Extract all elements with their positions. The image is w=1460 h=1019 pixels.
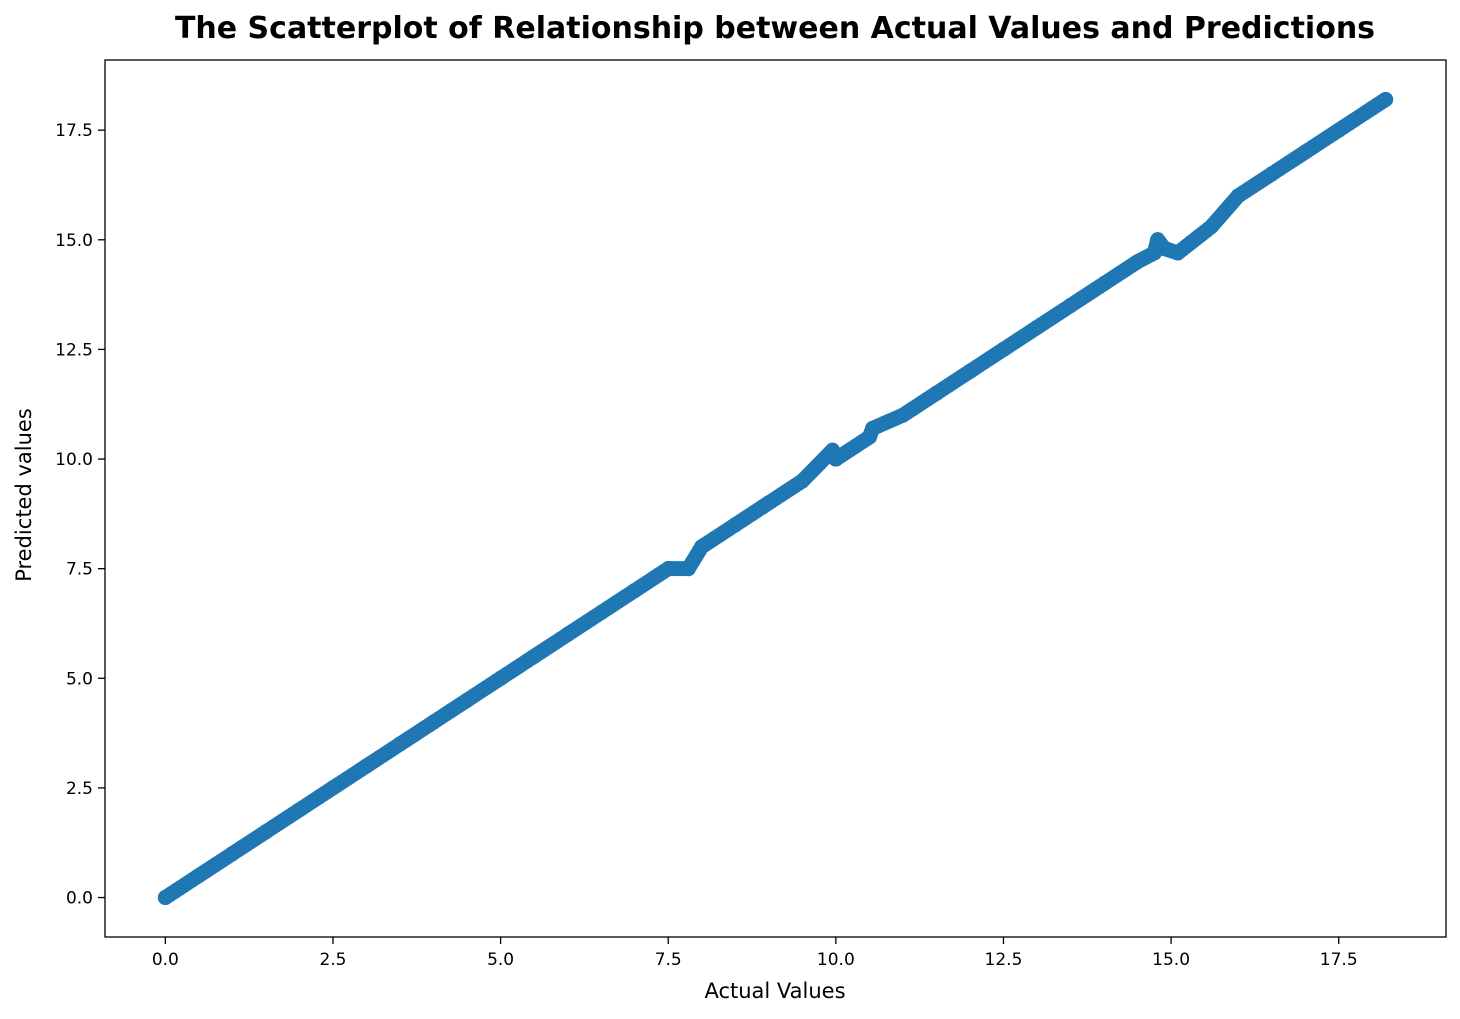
scatter-point [493, 670, 509, 686]
y-tick-label: 7.5 [66, 560, 93, 580]
plot-frame [104, 59, 1447, 938]
scatter-point [1264, 166, 1280, 182]
x-tick-label: 0.0 [152, 950, 179, 970]
scatter-point [1331, 122, 1347, 138]
scatter-point [426, 714, 442, 730]
scatter-point [359, 758, 374, 774]
scatter-point [1130, 254, 1146, 270]
y-tick-label: 2.5 [66, 779, 93, 799]
x-tick-label: 5.0 [487, 950, 514, 970]
scatter-point [526, 648, 542, 664]
scatter-point [694, 539, 710, 555]
scatter-point [1029, 319, 1045, 335]
x-axis: 0.0 2.5 5.0 7.5 10.0 12.5 15.0 17.5 [152, 937, 1358, 970]
scatter-point [1297, 144, 1313, 160]
scatter-point [392, 736, 408, 752]
x-tick-label: 15.0 [1152, 950, 1190, 970]
x-tick-label: 7.5 [655, 950, 682, 970]
scatter-point [680, 561, 696, 577]
scatter-point [828, 451, 844, 467]
x-axis-label: Actual Values [704, 979, 845, 1003]
y-tick-label: 15.0 [55, 231, 93, 251]
y-axis-label: Predicted values [12, 408, 36, 582]
x-tick-label: 10.0 [817, 950, 855, 970]
y-tick-label: 17.5 [55, 121, 93, 141]
scatter-point [761, 495, 777, 511]
scatter-point [1230, 188, 1246, 204]
scatter-point [560, 626, 576, 642]
scatter-point [459, 692, 475, 708]
scatter-point [1364, 100, 1380, 116]
scatter-point [1203, 219, 1219, 235]
scatter-point [627, 583, 643, 599]
y-tick-label: 10.0 [55, 450, 93, 470]
scatter-point [1170, 245, 1186, 261]
scatter-point-band [157, 91, 1394, 906]
x-tick-label: 12.5 [985, 950, 1023, 970]
scatter-point [794, 473, 810, 489]
plot-area [157, 91, 1394, 906]
scatter-point [291, 802, 307, 818]
scatter-point [1063, 298, 1079, 314]
scatter-point [593, 605, 609, 621]
scatter-point [1156, 241, 1172, 257]
scatter-point [1096, 276, 1112, 292]
scatter-point [157, 890, 173, 906]
scatter-point [962, 363, 978, 379]
x-tick-label: 17.5 [1320, 950, 1358, 970]
scatter-point [995, 341, 1011, 357]
y-tick-label: 5.0 [66, 669, 93, 689]
scatter-point [865, 420, 881, 436]
y-axis: 0.0 2.5 5.0 7.5 10.0 12.5 15.0 17.5 [55, 121, 105, 909]
scatter-point [895, 407, 911, 423]
x-tick-label: 2.5 [319, 950, 346, 970]
scatter-point [1378, 91, 1394, 107]
scatter-point [191, 868, 207, 884]
y-tick-label: 0.0 [66, 889, 93, 909]
scatter-point [660, 561, 676, 577]
scatter-point [928, 385, 944, 401]
y-tick-label: 12.5 [55, 340, 93, 360]
chart-title: The Scatterplot of Relationship between … [175, 11, 1375, 46]
scatter-point [727, 517, 743, 533]
scatter-point [224, 846, 240, 862]
scatter-point [325, 780, 341, 796]
scatter-point [258, 824, 274, 840]
